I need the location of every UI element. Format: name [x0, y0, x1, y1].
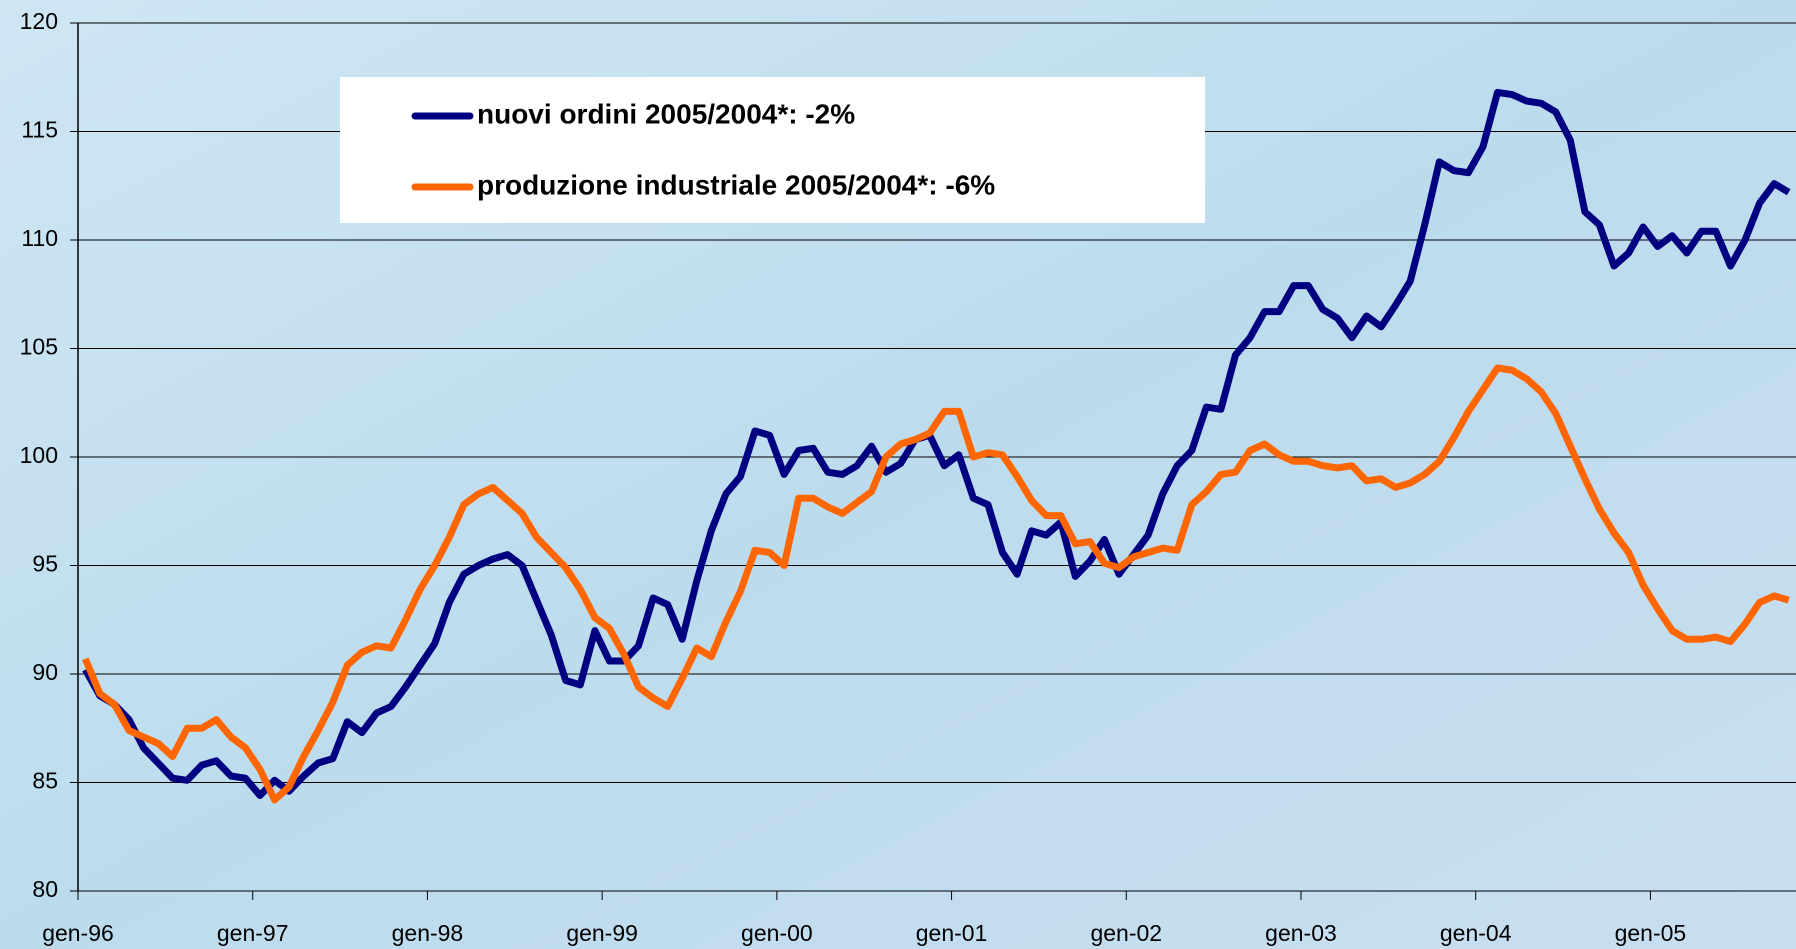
x-tick-label: gen-96	[42, 920, 114, 946]
x-tick-label: gen-02	[1090, 920, 1162, 946]
legend-label: produzione industriale 2005/2004*: -6%	[477, 169, 995, 200]
y-tick-label: 115	[21, 117, 58, 143]
x-tick-label: gen-01	[916, 920, 988, 946]
y-tick-label: 95	[32, 551, 58, 577]
y-tick-label: 90	[32, 659, 58, 685]
x-tick-label: gen-04	[1440, 920, 1512, 946]
y-tick-label: 100	[20, 442, 58, 468]
y-tick-label: 110	[21, 225, 58, 251]
x-tick-label: gen-05	[1615, 920, 1687, 946]
chart: 80 85 90 95 100 105 110 115 120 gen-96 gen-97 gen-9…	[0, 0, 1796, 949]
y-tick-label: 85	[32, 768, 58, 794]
x-tick-label: gen-03	[1265, 920, 1337, 946]
y-tick-label: 80	[32, 876, 58, 902]
y-tick-label: 120	[20, 8, 58, 34]
page: {"chart_data": {"type": "line", "categor…	[0, 0, 1796, 949]
x-tick-label: gen-98	[392, 920, 464, 946]
legend-label: nuovi ordini 2005/2004*: -2%	[477, 98, 855, 129]
x-tick-label: gen-99	[566, 920, 638, 946]
y-tick-label: 105	[20, 334, 58, 360]
x-tick-label: gen-00	[741, 920, 813, 946]
x-tick-label: gen-97	[217, 920, 289, 946]
